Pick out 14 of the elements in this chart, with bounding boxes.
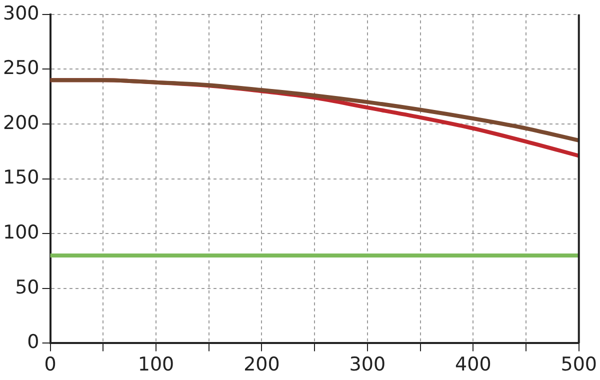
y-tick-label: 300 xyxy=(3,2,40,24)
y-tick-label: 150 xyxy=(3,166,40,189)
y-tick-label: 50 xyxy=(15,276,40,298)
x-tick-label: 300 xyxy=(349,354,386,376)
x-tick-label: 0 xyxy=(44,354,56,376)
y-tick-label: 0 xyxy=(27,331,40,354)
y-tick-label: 250 xyxy=(3,57,40,80)
y-tick-label: 100 xyxy=(3,222,40,244)
x-tick-label: 200 xyxy=(244,354,280,376)
x-tick-label: 500 xyxy=(560,354,597,376)
y-tick-label: 200 xyxy=(3,112,40,134)
x-tick-label: 400 xyxy=(455,354,492,376)
line-series xyxy=(50,78,579,142)
x-tick-label: 100 xyxy=(138,354,174,376)
